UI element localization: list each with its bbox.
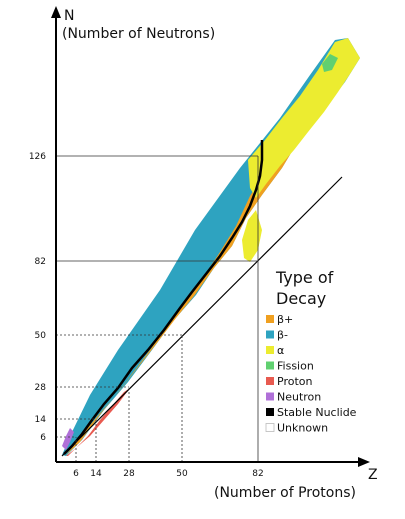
legend-swatch-fission [266, 361, 274, 370]
legend-label-proton: Proton [277, 375, 312, 388]
legend-label-stable: Stable Nuclide [277, 406, 357, 419]
x-axis-arrow [358, 457, 370, 467]
legend-swatch-alpha [266, 346, 274, 354]
x-tick-14: 14 [90, 469, 102, 479]
neutron-region [62, 428, 74, 450]
legend-label-alpha: α [277, 344, 284, 357]
x-tick-82: 82 [252, 469, 263, 479]
y-tick-82: 82 [35, 257, 46, 267]
x-axis-letter: Z [368, 467, 378, 483]
nuclide-band [62, 38, 360, 456]
x-tick-28: 28 [123, 469, 135, 479]
y-tick-14: 14 [35, 415, 47, 425]
fission-spot [322, 54, 338, 72]
y-tick-126: 126 [29, 152, 46, 162]
legend: Type of Decay β+ β-α Fission Proton Neutron S… [265, 268, 357, 435]
y-tick-6: 6 [40, 433, 46, 443]
legend-label-fission: Fission [277, 360, 314, 373]
y-axis-arrow [51, 6, 61, 18]
legend-label-neutron: Neutron [277, 391, 321, 404]
legend-label-beta_plus: β+ [277, 313, 293, 326]
legend-swatch-stable [266, 408, 274, 416]
magic-number-guides [56, 155, 259, 462]
x-axis-label: (Number of Protons) [214, 485, 356, 501]
legend-entries: β+ β-α Fission Proton Neutron Stable Nuclide U… [265, 313, 357, 435]
y-axis-letter: N [64, 8, 74, 24]
n-equals-z-line [61, 176, 343, 457]
legend-label-unknown: Unknown [277, 422, 328, 435]
x-tick-6: 6 [73, 469, 79, 479]
legend-swatch-beta_plus [266, 315, 274, 323]
legend-swatch-beta_minus [266, 330, 274, 339]
legend-title-line1: Type of [275, 268, 334, 287]
tick-labels: 6 14 28 50 82 126 6 14 28 50 82 [29, 152, 264, 479]
legend-swatch-proton [266, 377, 274, 385]
y-tick-28: 28 [35, 383, 47, 393]
alpha-region [248, 38, 360, 198]
legend-swatch-unknown [265, 423, 275, 432]
legend-title-line2: Decay [276, 289, 326, 308]
legend-label-beta_minus: β- [277, 329, 288, 342]
y-axis-label: (Number of Neutrons) [62, 26, 215, 42]
stable-nuclide-line [63, 140, 264, 455]
x-tick-50: 50 [176, 469, 188, 479]
y-tick-50: 50 [35, 331, 47, 341]
legend-swatch-neutron [266, 392, 274, 401]
alpha-region-lower [242, 210, 262, 262]
